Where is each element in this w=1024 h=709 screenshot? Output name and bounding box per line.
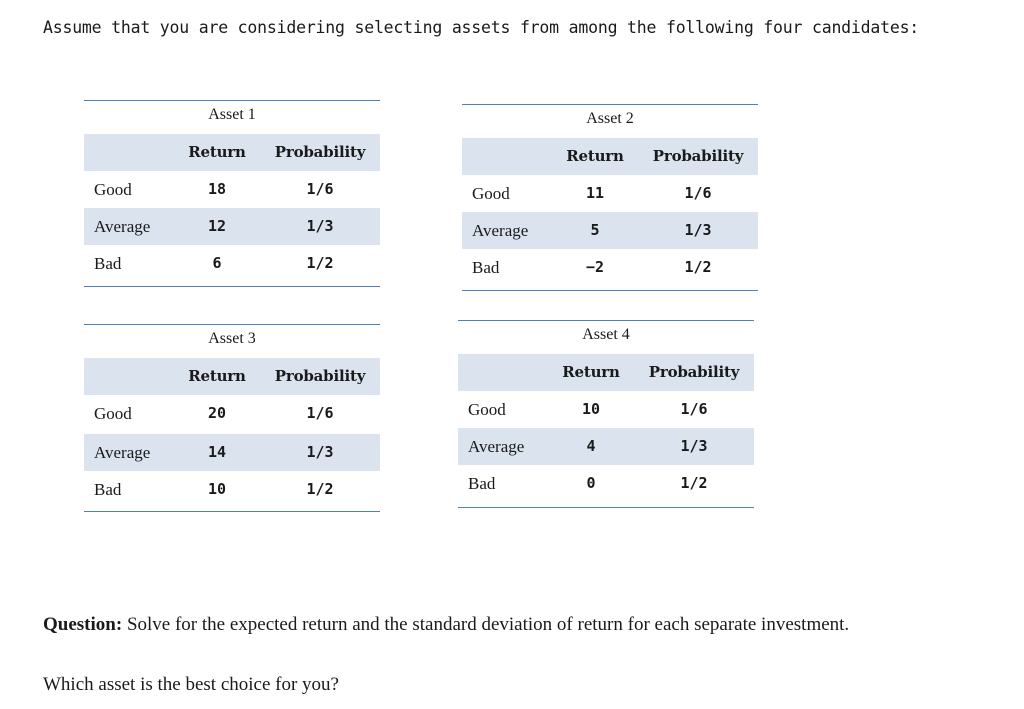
return-value: 0 (586, 474, 596, 492)
header-row: Return Probability (458, 354, 754, 391)
question-text: Question: Solve for the expected return … (43, 614, 849, 636)
table-row-bad: Bad 10 1/2 (84, 471, 380, 508)
probability-value: 1/6 (684, 184, 712, 202)
probability-value: 1/2 (306, 254, 334, 272)
return-header: Return (566, 147, 624, 165)
probability-header: Probability (652, 147, 744, 165)
return-value: 5 (590, 221, 600, 239)
return-header: Return (188, 367, 246, 385)
row-label: Average (94, 443, 151, 462)
probability-value: 1/2 (684, 258, 712, 276)
table-top-rule (84, 324, 380, 325)
table-row-average: Average 5 1/3 (462, 212, 758, 249)
return-value: 6 (212, 254, 222, 272)
probability-value: 1/6 (306, 404, 334, 422)
followup-question: Which asset is the best choice for you? (43, 674, 339, 695)
probability-value: 1/3 (680, 437, 708, 455)
table-row-average: Average 12 1/3 (84, 208, 380, 245)
table-row-bad: Bad 0 1/2 (458, 465, 754, 502)
table-row-average: Average 14 1/3 (84, 434, 380, 471)
row-label: Bad (94, 480, 122, 499)
question-body: Solve for the expected return and the st… (122, 614, 850, 635)
row-label: Bad (468, 474, 496, 493)
table-row-average: Average 4 1/3 (458, 428, 754, 465)
probability-header: Probability (274, 367, 366, 385)
asset-title: Asset 3 (208, 330, 256, 347)
return-value: 14 (207, 443, 227, 461)
return-value: 12 (207, 217, 227, 235)
table-row-good: Good 10 1/6 (458, 391, 754, 428)
row-label: Good (94, 404, 132, 423)
probability-value: 1/2 (306, 480, 334, 498)
return-value: 20 (207, 404, 227, 422)
probability-header: Probability (274, 143, 366, 161)
probability-header: Probability (648, 363, 740, 381)
row-label: Good (472, 184, 510, 203)
row-label: Average (94, 217, 151, 236)
probability-value: 1/3 (306, 443, 334, 461)
table-top-rule (84, 100, 380, 101)
asset-title: Asset 1 (208, 106, 256, 123)
table-row-bad: Bad −2 1/2 (462, 249, 758, 286)
question-label: Question: (43, 614, 123, 635)
table-row-good: Good 18 1/6 (84, 171, 380, 208)
return-header: Return (188, 143, 246, 161)
table-row-good: Good 11 1/6 (462, 175, 758, 212)
header-row: Return Probability (84, 358, 380, 395)
probability-value: 1/6 (306, 180, 334, 198)
row-label: Average (468, 437, 525, 456)
return-value: −2 (585, 258, 605, 276)
return-value: 10 (207, 480, 227, 498)
asset-title: Asset 4 (582, 326, 630, 343)
table-bottom-rule (84, 286, 380, 287)
return-header: Return (562, 363, 620, 381)
header-row: Return Probability (462, 138, 758, 175)
table-bottom-rule (458, 507, 754, 508)
return-value: 10 (581, 400, 601, 418)
probability-value: 1/3 (306, 217, 334, 235)
table-top-rule (462, 104, 758, 105)
return-value: 11 (585, 184, 605, 202)
table-bottom-rule (462, 290, 758, 291)
table-bottom-rule (84, 511, 380, 512)
probability-value: 1/3 (684, 221, 712, 239)
return-value: 18 (207, 180, 227, 198)
table-top-rule (458, 320, 754, 321)
row-label: Good (468, 400, 506, 419)
table-row-bad: Bad 6 1/2 (84, 245, 380, 282)
row-label: Bad (472, 258, 500, 277)
asset-title: Asset 2 (586, 110, 634, 127)
row-label: Good (94, 180, 132, 199)
probability-value: 1/6 (680, 400, 708, 418)
header-row: Return Probability (84, 134, 380, 171)
row-label: Average (472, 221, 529, 240)
probability-value: 1/2 (680, 474, 708, 492)
intro-text: Assume that you are considering selectin… (43, 18, 920, 37)
row-label: Bad (94, 254, 122, 273)
table-row-good: Good 20 1/6 (84, 395, 380, 432)
return-value: 4 (586, 437, 596, 455)
